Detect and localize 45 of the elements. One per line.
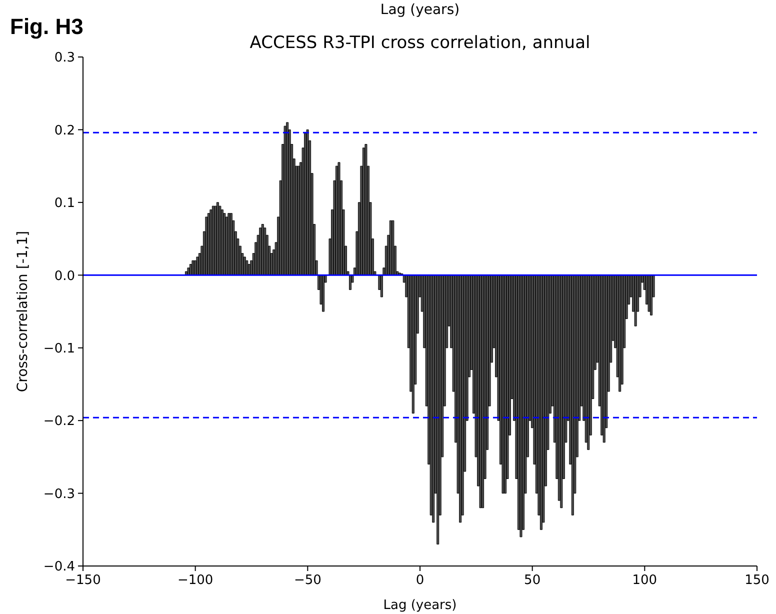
y-tick-label: −0.4 (43, 560, 75, 575)
bar (648, 274, 650, 312)
x-tick-label: 150 (744, 573, 770, 588)
bar (520, 274, 522, 538)
text: Lag (years) (380, 2, 460, 18)
bar (205, 216, 208, 276)
x-tick-label: −50 (294, 573, 322, 588)
x-axis-title: Lag (years) (383, 598, 457, 613)
y-tick-label: 0.1 (54, 196, 75, 212)
x-tick-label: 100 (632, 573, 658, 588)
bar (218, 206, 222, 276)
bar (306, 129, 309, 276)
x-tick-label: 50 (524, 573, 541, 588)
bar (502, 274, 504, 494)
bar (187, 268, 190, 276)
bar (223, 213, 226, 276)
y-tick-label: 0.3 (54, 50, 75, 66)
bar (259, 228, 262, 276)
bar (392, 220, 394, 276)
y-tick-label: −0.1 (43, 341, 75, 356)
bar (618, 274, 622, 392)
bar (560, 274, 563, 508)
y-tick-label: 0.2 (54, 123, 75, 138)
bar (210, 209, 212, 276)
bar (214, 206, 217, 276)
y-axis-title: Cross-correlation [-1,1] (14, 230, 31, 392)
y-tick-label: 0.0 (54, 268, 75, 284)
bar (196, 256, 199, 276)
bar (432, 274, 435, 523)
bar (436, 274, 440, 544)
bar (264, 228, 266, 276)
bar (634, 274, 637, 326)
bar (364, 144, 368, 276)
y-tick-label: −0.2 (43, 414, 75, 430)
bar (338, 162, 340, 276)
bar (587, 274, 590, 450)
x-tick-label: −100 (177, 573, 214, 588)
x-tick-label: −150 (65, 573, 101, 588)
chart-title: ACCESS R3-TPI cross correlation, annual (250, 33, 590, 53)
bar (322, 274, 325, 312)
y-tick-label: −0.3 (43, 486, 75, 502)
x-tick-label: 0 (416, 573, 424, 588)
caption: Fig. H3 (10, 14, 84, 39)
bar (479, 274, 482, 508)
bar (246, 260, 248, 276)
